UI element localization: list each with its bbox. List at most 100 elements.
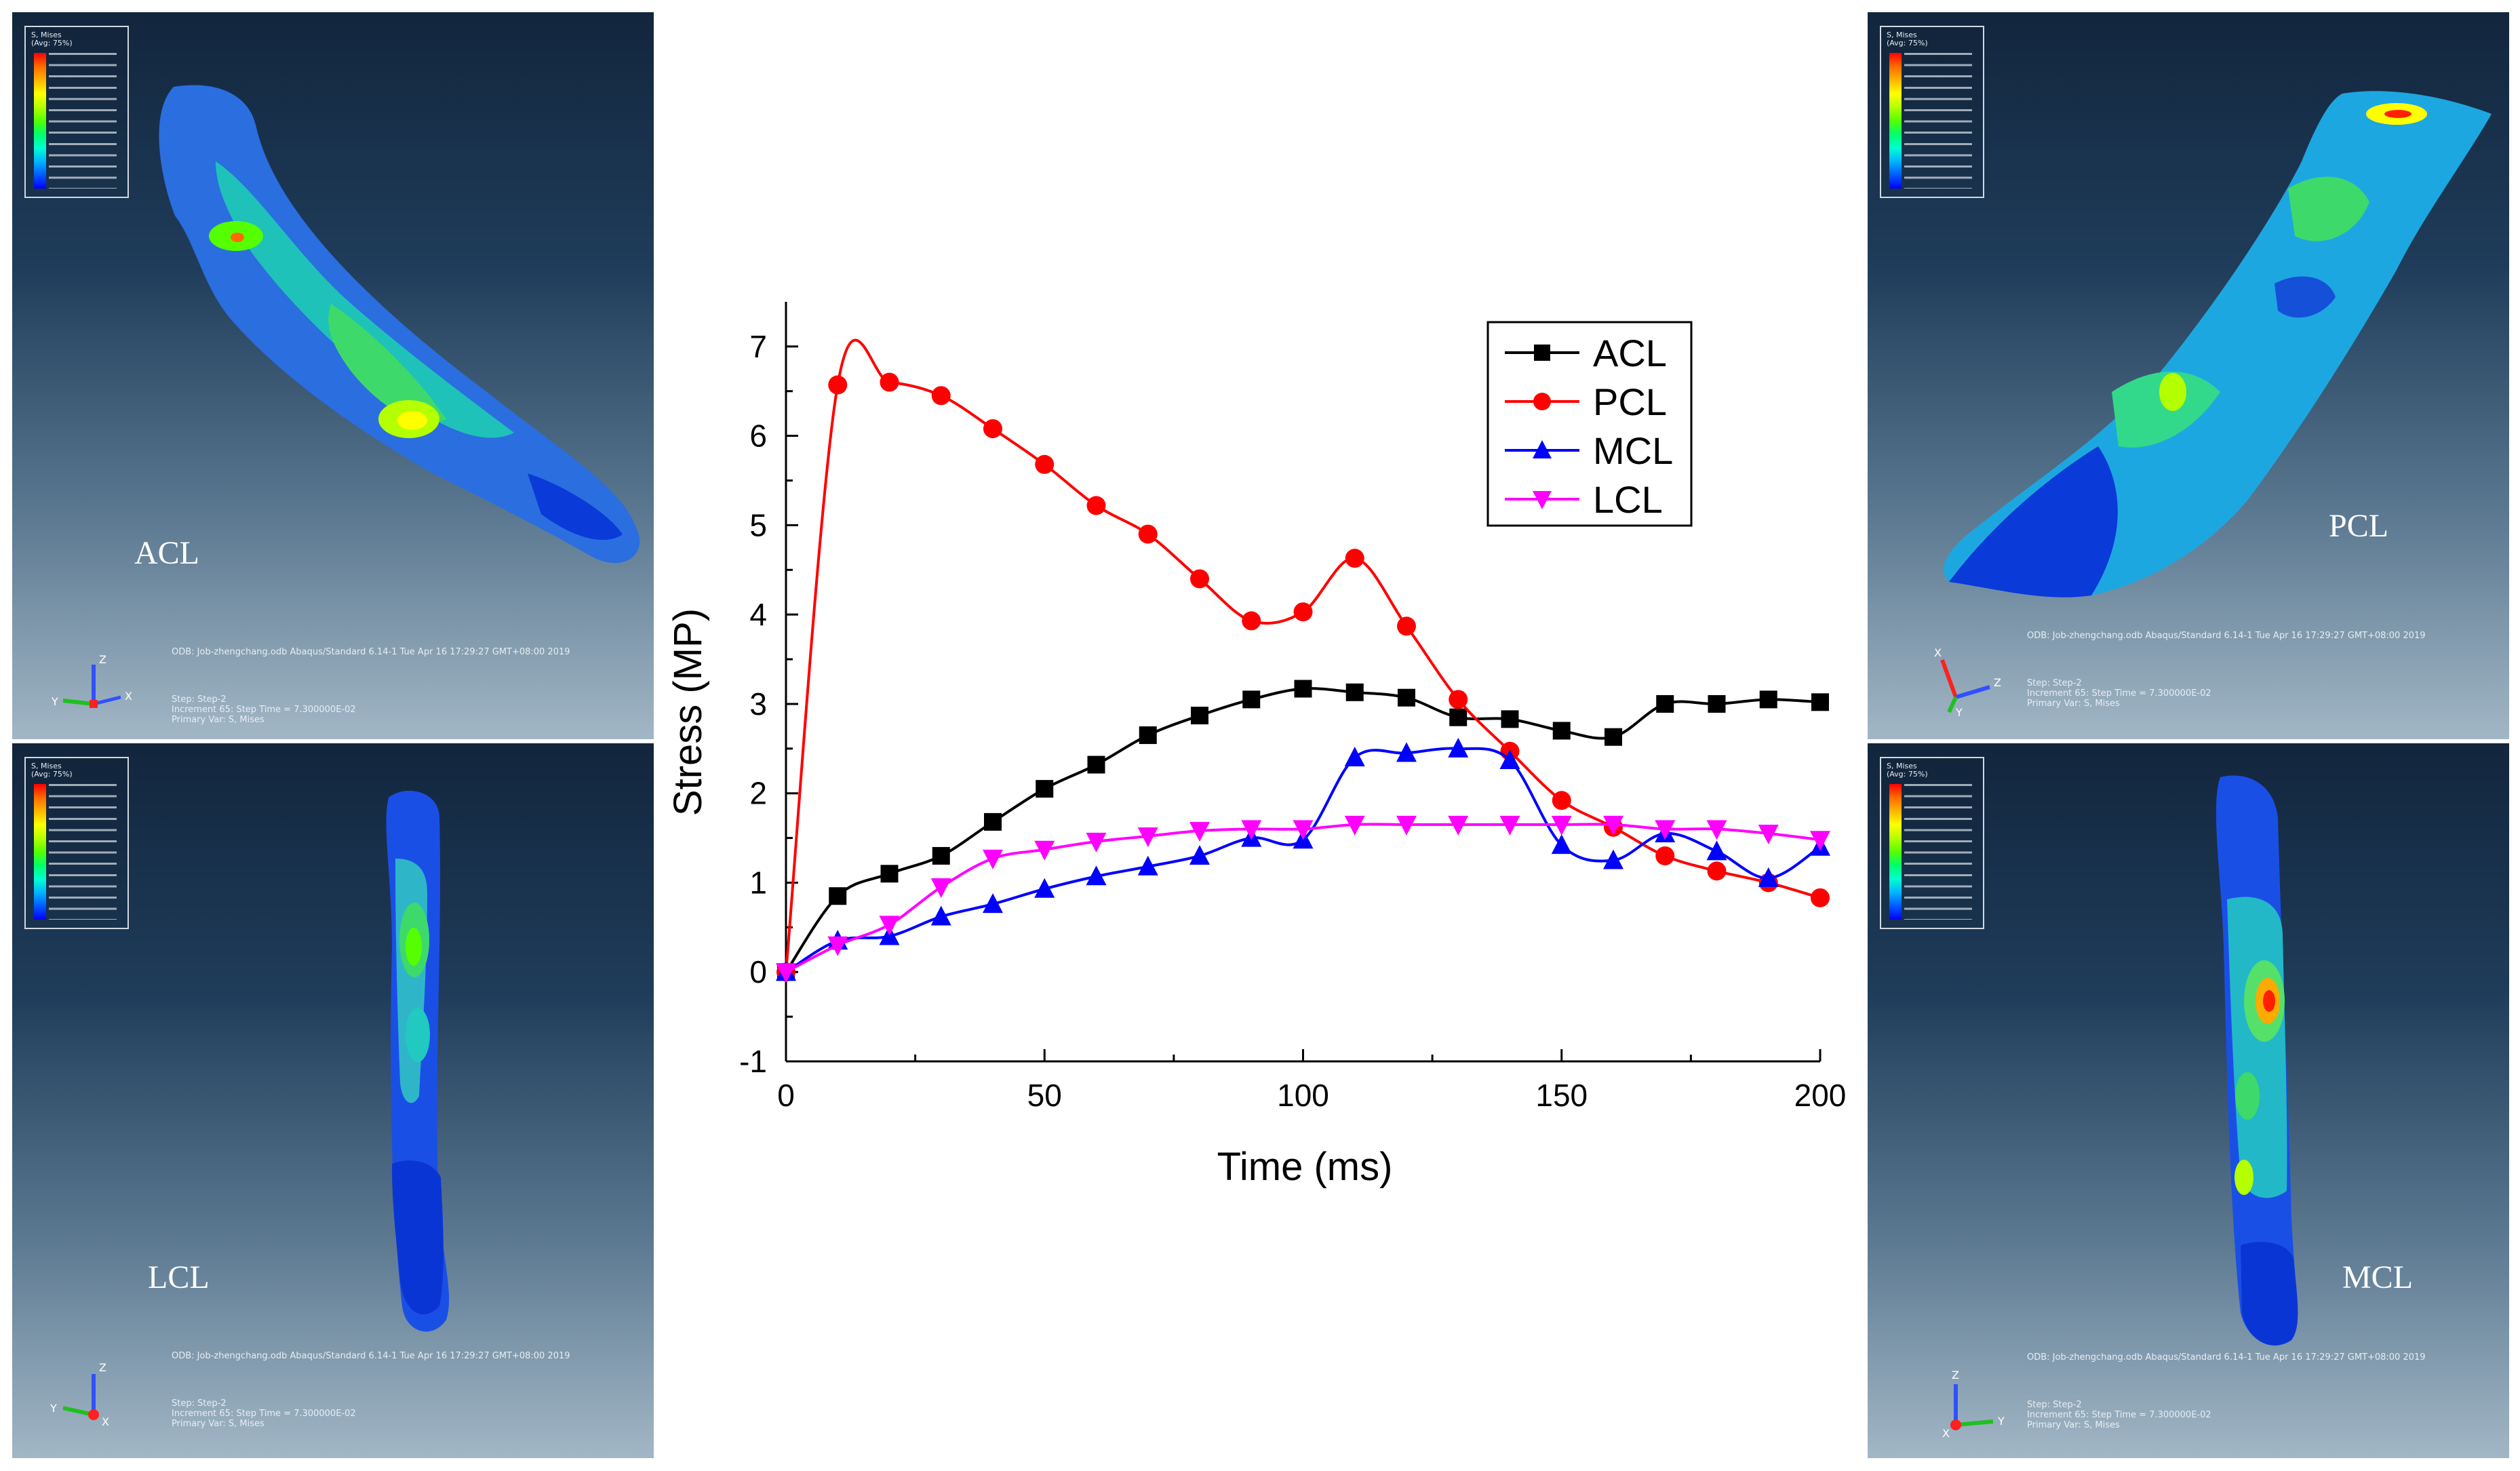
series-acl-point	[880, 865, 899, 883]
mcl-axis-triad-icon: Z Y X	[1942, 1369, 2005, 1438]
acl-ligament-model	[159, 85, 640, 564]
series-mcl-point	[1551, 834, 1572, 855]
series-lcl-point	[1344, 815, 1365, 836]
mcl-odb-info: ODB: Job-zhengchang.odb Abaqus/Standard …	[2027, 1352, 2426, 1362]
series-lcl-point	[1241, 820, 1262, 840]
acl-axis-z-label: Z	[99, 653, 106, 666]
lcl-axis-z-label: Z	[99, 1361, 106, 1374]
pcl-increment-info: Increment 65: Step Time = 7.300000E-02	[2027, 688, 2211, 699]
pcl-step-info: Step: Step-2	[2027, 678, 2082, 688]
x-tick-label: 200	[1794, 1078, 1847, 1113]
pcl-primary-var-info: Primary Var: S, Mises	[2027, 699, 2120, 709]
lcl-odb-info: ODB: Job-zhengchang.odb Abaqus/Standard …	[172, 1351, 570, 1361]
y-tick-label: -1	[739, 1044, 767, 1079]
series-pcl-point	[1138, 524, 1158, 544]
legend-pcl-marker	[1533, 393, 1551, 410]
lcl-contour-legend: S, Mises (Avg: 75%)	[24, 757, 129, 929]
series-lcl	[776, 815, 1830, 983]
acl-panel-label: ACL	[134, 535, 199, 571]
series-acl-point	[1345, 683, 1364, 701]
series-mcl-point	[1603, 849, 1623, 869]
y-tick-label: 4	[749, 597, 767, 632]
pcl-contour-legend: S, Mises (Avg: 75%)	[1880, 26, 1984, 198]
series-mcl-point	[1189, 844, 1210, 865]
chart-legend: ACL PCL MCL LCL	[1487, 321, 1693, 527]
y-tick-label: 7	[749, 329, 767, 364]
series-acl-point	[1759, 690, 1777, 709]
lcl-increment-info: Increment 65: Step Time = 7.300000E-02	[172, 1409, 356, 1419]
series-pcl-point	[1293, 602, 1313, 622]
series-lcl-point	[776, 963, 796, 983]
mcl-axis-y-label: Y	[1997, 1415, 2005, 1428]
pcl-axis-z-label: Z	[1994, 676, 2001, 689]
y-tick-label: 3	[749, 686, 767, 722]
series-acl-point	[1501, 710, 1519, 728]
legend-mcl-label: MCL	[1593, 429, 1673, 472]
lcl-panel-label: LCL	[148, 1259, 210, 1295]
series-lcl-point	[1706, 820, 1727, 840]
mcl-axis-x-label: X	[1942, 1427, 1950, 1438]
series-pcl-point	[828, 375, 848, 395]
series-pcl	[776, 338, 1830, 982]
mcl-panel-label: MCL	[2342, 1259, 2414, 1295]
series-lcl-point	[1034, 840, 1055, 861]
series-acl-point	[1708, 694, 1726, 713]
series-lcl-point	[1603, 815, 1623, 836]
series-mcl	[776, 737, 1830, 981]
mcl-step-info: Step: Step-2	[2027, 1400, 2082, 1410]
legend-acl-label: ACL	[1593, 332, 1667, 374]
series-mcl-line	[785, 747, 1822, 973]
acl-legend-title: S, Mises (Avg: 75%)	[31, 31, 73, 47]
acl-axis-y-label: Y	[51, 695, 58, 708]
series-acl-point	[984, 812, 1002, 831]
acl-step-info: Step: Step-2	[172, 694, 227, 705]
lcl-axis-x-label: X	[102, 1415, 109, 1428]
pcl-contour-panel: S, Mises (Avg: 75%) PCL ODB: Job-zhengcha…	[1868, 12, 2509, 739]
series-mcl-point	[1448, 737, 1469, 758]
series-lcl-point	[1758, 825, 1779, 844]
legend-box	[1487, 321, 1693, 527]
mcl-axis-z-label: Z	[1952, 1369, 1959, 1381]
chart-series	[776, 338, 1830, 983]
series-pcl-point	[1707, 861, 1727, 881]
series-lcl-point	[1189, 822, 1210, 842]
legend-pcl-label: PCL	[1593, 380, 1667, 423]
lcl-legend-title: S, Mises (Avg: 75%)	[31, 762, 73, 779]
series-mcl-point	[1034, 878, 1055, 898]
series-mcl-point	[1706, 840, 1727, 861]
x-tick-label: 150	[1535, 1078, 1588, 1113]
series-pcl-point	[1035, 454, 1055, 474]
series-mcl-point	[930, 905, 951, 926]
mcl-contour-panel: S, Mises (Avg: 75%) MCL ODB: Job-zhengcha…	[1868, 743, 2509, 1458]
series-acl-point	[1604, 728, 1622, 746]
x-tick-label: 0	[777, 1078, 795, 1113]
series-acl-point	[1087, 756, 1105, 774]
series-lcl-point	[1655, 820, 1676, 840]
legend-lcl-marker	[1533, 491, 1552, 509]
series-acl-point	[829, 887, 847, 905]
pcl-odb-info: ODB: Job-zhengchang.odb Abaqus/Standard …	[2027, 631, 2426, 641]
x-tick-label: 50	[1027, 1078, 1062, 1113]
pcl-scale-values	[1904, 53, 1972, 189]
x-tick-label: 100	[1277, 1078, 1329, 1113]
series-pcl-point	[983, 419, 1002, 439]
series-pcl-point	[931, 386, 951, 406]
pcl-panel-label: PCL	[2329, 508, 2389, 544]
pcl-legend-title: S, Mises (Avg: 75%)	[1887, 31, 1928, 47]
series-pcl-point	[1242, 611, 1261, 631]
series-mcl-point	[1396, 742, 1417, 762]
pcl-axis-y-label: Y	[1955, 706, 1963, 718]
acl-scale-values	[49, 53, 117, 189]
series-mcl-point	[1758, 867, 1779, 887]
series-lcl-point	[827, 936, 848, 956]
series-pcl-point	[880, 372, 899, 392]
series-mcl-point	[1499, 749, 1520, 769]
series-mcl-point	[983, 893, 1003, 914]
series-lcl-point	[879, 916, 900, 936]
series-acl-point	[1191, 707, 1208, 725]
series-lcl-point	[1810, 831, 1830, 851]
acl-primary-var-info: Primary Var: S, Mises	[172, 715, 264, 725]
stress-time-chart: 0 50 100 150 200 -1 0 1 2 3 4 5 6 7 Time (ms) Stress …	[654, 271, 1868, 1221]
lcl-contour-panel: S, Mises (Avg: 75%) LCL ODB: Job-zhengcha…	[12, 743, 654, 1458]
series-acl-point	[1449, 708, 1468, 726]
